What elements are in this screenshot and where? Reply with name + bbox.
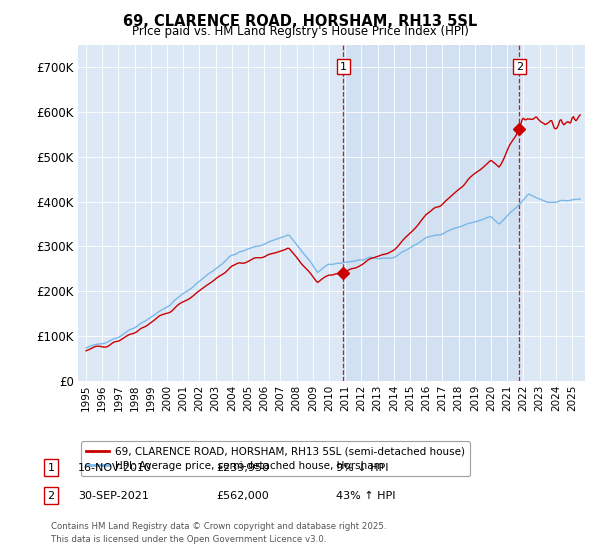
- Text: 30-SEP-2021: 30-SEP-2021: [78, 491, 149, 501]
- Text: £239,950: £239,950: [216, 463, 269, 473]
- Text: 69, CLARENCE ROAD, HORSHAM, RH13 5SL: 69, CLARENCE ROAD, HORSHAM, RH13 5SL: [123, 14, 477, 29]
- Text: 2: 2: [47, 491, 55, 501]
- Text: 43% ↑ HPI: 43% ↑ HPI: [336, 491, 395, 501]
- Text: 1: 1: [340, 62, 347, 72]
- Text: 1: 1: [47, 463, 55, 473]
- Bar: [343, 45, 520, 381]
- Legend: 69, CLARENCE ROAD, HORSHAM, RH13 5SL (semi-detached house), HPI: Average price, : 69, CLARENCE ROAD, HORSHAM, RH13 5SL (se…: [80, 441, 470, 476]
- Text: 2: 2: [516, 62, 523, 72]
- Text: 16-NOV-2010: 16-NOV-2010: [78, 463, 152, 473]
- Text: Price paid vs. HM Land Registry's House Price Index (HPI): Price paid vs. HM Land Registry's House …: [131, 25, 469, 38]
- Text: £562,000: £562,000: [216, 491, 269, 501]
- Text: Contains HM Land Registry data © Crown copyright and database right 2025.
This d: Contains HM Land Registry data © Crown c…: [51, 522, 386, 544]
- Text: 9% ↓ HPI: 9% ↓ HPI: [336, 463, 389, 473]
